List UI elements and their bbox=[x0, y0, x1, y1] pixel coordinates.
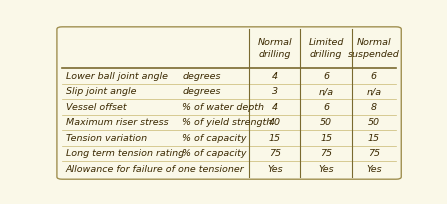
Text: 6: 6 bbox=[323, 103, 329, 112]
Text: Yes: Yes bbox=[318, 165, 334, 174]
Text: Maximum riser stress: Maximum riser stress bbox=[66, 118, 168, 127]
Text: 75: 75 bbox=[368, 149, 380, 158]
FancyBboxPatch shape bbox=[57, 27, 401, 179]
Text: % of capacity: % of capacity bbox=[182, 149, 247, 158]
Text: Limited
drilling: Limited drilling bbox=[308, 38, 344, 59]
Text: Yes: Yes bbox=[366, 165, 382, 174]
Text: Normal
suspended: Normal suspended bbox=[348, 38, 400, 59]
Text: % of capacity: % of capacity bbox=[182, 134, 247, 143]
Text: 15: 15 bbox=[368, 134, 380, 143]
Text: Lower ball joint angle: Lower ball joint angle bbox=[66, 72, 168, 81]
Text: % of water depth: % of water depth bbox=[182, 103, 264, 112]
Text: 6: 6 bbox=[323, 72, 329, 81]
Text: degrees: degrees bbox=[182, 87, 221, 96]
Text: Normal
drilling: Normal drilling bbox=[257, 38, 292, 59]
Text: 50: 50 bbox=[320, 118, 332, 127]
Text: Allowance for failure of one tensioner: Allowance for failure of one tensioner bbox=[66, 165, 244, 174]
Text: n/a: n/a bbox=[367, 87, 381, 96]
Text: 75: 75 bbox=[320, 149, 332, 158]
Text: 40: 40 bbox=[269, 118, 281, 127]
Text: 15: 15 bbox=[269, 134, 281, 143]
Text: Yes: Yes bbox=[267, 165, 283, 174]
Text: degrees: degrees bbox=[182, 72, 221, 81]
Text: 15: 15 bbox=[320, 134, 332, 143]
Text: 6: 6 bbox=[371, 72, 377, 81]
Text: Vessel offset: Vessel offset bbox=[66, 103, 126, 112]
Text: Long term tension rating: Long term tension rating bbox=[66, 149, 184, 158]
Text: 4: 4 bbox=[272, 72, 278, 81]
Text: n/a: n/a bbox=[319, 87, 333, 96]
Text: 4: 4 bbox=[272, 103, 278, 112]
Text: Slip joint angle: Slip joint angle bbox=[66, 87, 136, 96]
Text: 8: 8 bbox=[371, 103, 377, 112]
Text: 75: 75 bbox=[269, 149, 281, 158]
Text: % of yield strength: % of yield strength bbox=[182, 118, 273, 127]
Text: 50: 50 bbox=[368, 118, 380, 127]
Text: 3: 3 bbox=[272, 87, 278, 96]
Text: Tension variation: Tension variation bbox=[66, 134, 147, 143]
